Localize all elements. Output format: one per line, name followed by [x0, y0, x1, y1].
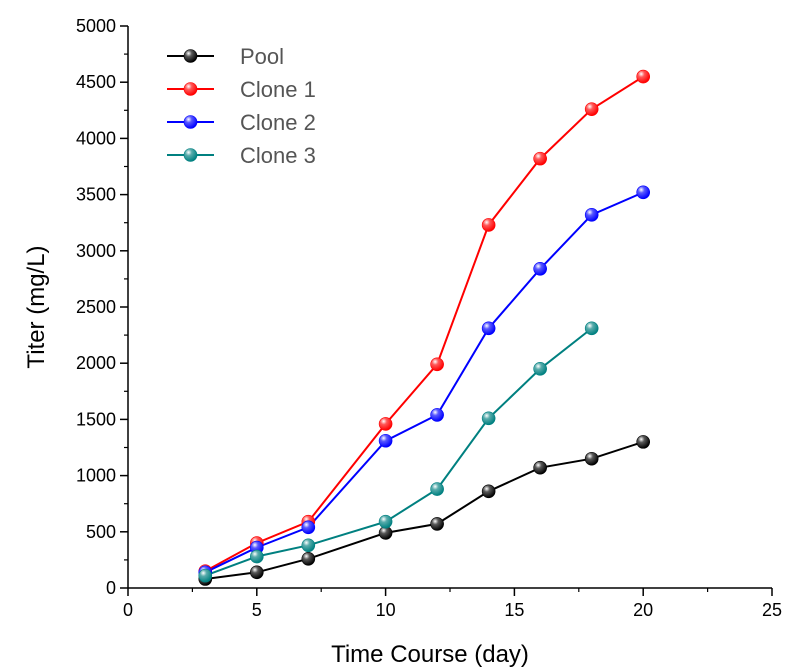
data-point	[636, 185, 651, 200]
y-tick-label: 3000	[76, 241, 116, 261]
legend-marker	[183, 115, 198, 129]
data-point	[533, 460, 547, 475]
data-point	[249, 549, 264, 564]
y-tick-label: 3500	[76, 185, 116, 205]
x-axis-title: Time Course (day)	[331, 641, 529, 668]
data-point	[430, 357, 444, 372]
x-tick-label: 15	[504, 600, 524, 620]
data-point	[430, 408, 444, 422]
data-point	[481, 218, 496, 232]
y-tick-label: 2000	[76, 353, 116, 373]
data-point	[533, 261, 547, 276]
data-point	[198, 568, 213, 583]
y-tick-label: 4000	[76, 128, 116, 148]
data-point	[430, 517, 444, 531]
data-point	[301, 538, 316, 553]
y-tick-label: 1500	[76, 409, 116, 429]
data-point	[301, 520, 316, 535]
legend-marker	[183, 148, 198, 162]
data-point	[378, 417, 393, 431]
data-point	[481, 411, 496, 426]
legend-label: Clone 1	[240, 77, 316, 102]
y-tick-label: 500	[86, 522, 116, 542]
legend-marker	[183, 49, 198, 63]
legend-label: Clone 2	[240, 110, 316, 135]
data-point	[481, 484, 496, 499]
y-tick-label: 0	[106, 578, 116, 598]
legend-label: Pool	[240, 44, 284, 69]
series-line	[204, 191, 644, 574]
series-line	[204, 327, 593, 577]
y-tick-label: 5000	[76, 16, 116, 36]
y-tick-label: 4500	[76, 72, 116, 92]
data-point	[378, 433, 393, 448]
data-point	[249, 565, 264, 580]
axes: 0 500 1000 1500 2000 2500 3000 3500 4000 4500 5000…	[76, 16, 782, 620]
y-tick-label: 1000	[76, 466, 116, 486]
data-point	[584, 102, 599, 116]
plot-area	[198, 69, 651, 586]
y-tick-label: 2500	[76, 297, 116, 317]
x-tick-label: 25	[762, 600, 782, 620]
legend-marker	[183, 82, 198, 96]
data-point	[481, 321, 496, 336]
series-line	[205, 440, 644, 580]
legend-label: Clone 3	[240, 143, 316, 168]
y-axis-title: Titer (mg/L)	[23, 245, 50, 368]
x-tick-label: 0	[123, 600, 133, 620]
data-point	[430, 482, 444, 496]
data-point	[636, 69, 651, 84]
data-point	[584, 321, 599, 336]
data-point	[584, 451, 599, 466]
data-point	[533, 362, 547, 376]
data-point	[636, 435, 651, 449]
x-tick-label: 5	[252, 600, 262, 620]
data-point	[584, 208, 599, 222]
x-tick-label: 20	[633, 600, 653, 620]
data-point	[378, 514, 393, 529]
x-tick-label: 10	[376, 600, 396, 620]
data-point	[301, 551, 316, 566]
legend: Pool Clone 1 Clone 2 Clone 3	[167, 44, 316, 168]
data-point	[533, 151, 547, 166]
